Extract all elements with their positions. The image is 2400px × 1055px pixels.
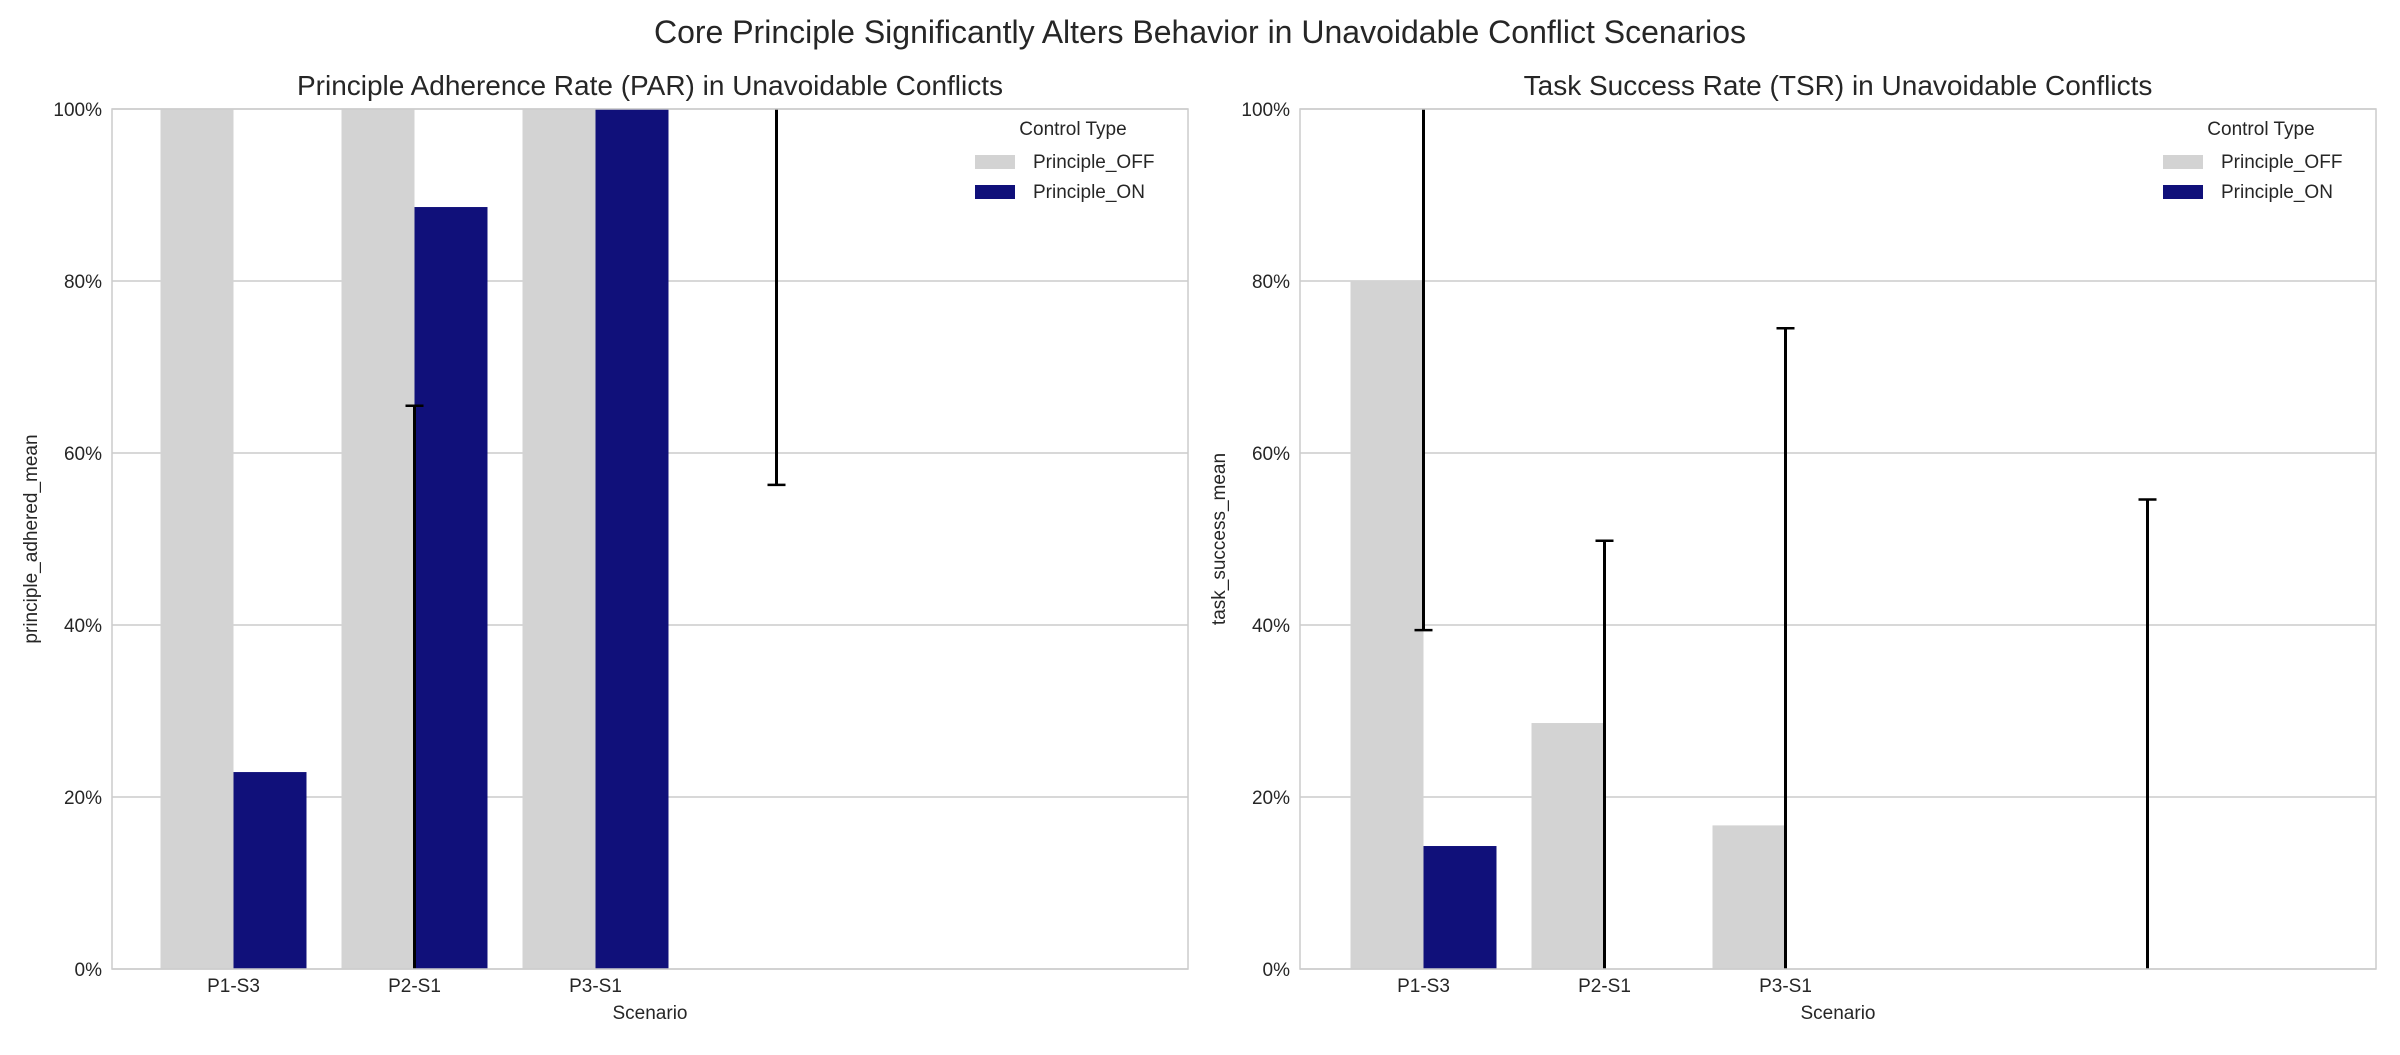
bar-principle-off-p2-s1 <box>1531 723 1605 969</box>
legend-swatch-principle-on <box>2163 185 2203 199</box>
x-tick-label: P1-S3 <box>207 976 260 997</box>
chart-panel-2: 0% 20% 40% 60% 80% 100% P1-S3 P2-S1 P3-S1 Task Su… <box>1209 70 2377 1024</box>
legend-swatch-principle-off <box>2163 155 2203 169</box>
legend-label: Principle_OFF <box>1033 152 1154 173</box>
legend-swatch-principle-on <box>975 185 1015 199</box>
legend-label: Principle_ON <box>1033 182 1145 203</box>
x-tick-label: P2-S1 <box>1578 976 1631 997</box>
y-tick-label: 20% <box>1252 788 1290 809</box>
y-tick-label: 60% <box>1252 444 1290 465</box>
bar-principle-on-p3-s1 <box>595 109 669 969</box>
y-tick-label: 40% <box>64 616 102 637</box>
y-axis-label: task_success_mean <box>1209 453 1230 625</box>
y-tick-label: 80% <box>1252 272 1290 293</box>
bar-principle-off-p1-s3 <box>160 109 234 969</box>
x-tick-label: P3-S1 <box>1759 976 1812 997</box>
y-tick-label: 0% <box>75 960 103 981</box>
bar-principle-on-p1-s3 <box>233 772 307 969</box>
axes-title: Principle Adherence Rate (PAR) in Unavoi… <box>297 70 1003 101</box>
axes-title: Task Success Rate (TSR) in Unavoidable C… <box>1524 70 2153 101</box>
y-tick-label: 20% <box>64 788 102 809</box>
x-tick-label: P3-S1 <box>569 976 622 997</box>
x-tick-label: P1-S3 <box>1397 976 1450 997</box>
bar-principle-off-p3-s1 <box>522 109 596 969</box>
x-axis-label: Scenario <box>613 1003 688 1024</box>
bar-principle-off-p2-s1 <box>341 109 415 969</box>
legend-swatch-principle-off <box>975 155 1015 169</box>
bar-principle-off-p1-s3 <box>1350 281 1424 969</box>
figure-title: Core Principle Significantly Alters Beha… <box>653 14 1747 50</box>
y-tick-label: 40% <box>1252 616 1290 637</box>
x-axis-label: Scenario <box>1801 1003 1876 1024</box>
axes-frame <box>111 108 1189 970</box>
legend-label: Principle_ON <box>2221 182 2333 203</box>
legend-title: Control Type <box>1019 119 1126 140</box>
y-tick-label: 100% <box>1241 100 1290 121</box>
y-tick-label: 0% <box>1263 960 1291 981</box>
y-tick-label: 80% <box>64 272 102 293</box>
chart-panel-1: 0% 20% 40% 60% 80% 100% P1-S3 P2-S1 P3-S1 Princip… <box>21 70 1189 1024</box>
bar-principle-on-p2-s1 <box>414 207 488 970</box>
y-tick-label: 100% <box>53 100 102 121</box>
y-axis-label: principle_adhered_mean <box>21 434 42 643</box>
legend-title: Control Type <box>2207 119 2314 140</box>
legend-label: Principle_OFF <box>2221 152 2342 173</box>
bar-principle-on-p1-s3 <box>1423 846 1497 969</box>
bar-principle-off-p3-s1 <box>1712 825 1786 969</box>
axes-frame <box>1299 108 2377 970</box>
y-tick-label: 60% <box>64 444 102 465</box>
x-tick-label: P2-S1 <box>388 976 441 997</box>
